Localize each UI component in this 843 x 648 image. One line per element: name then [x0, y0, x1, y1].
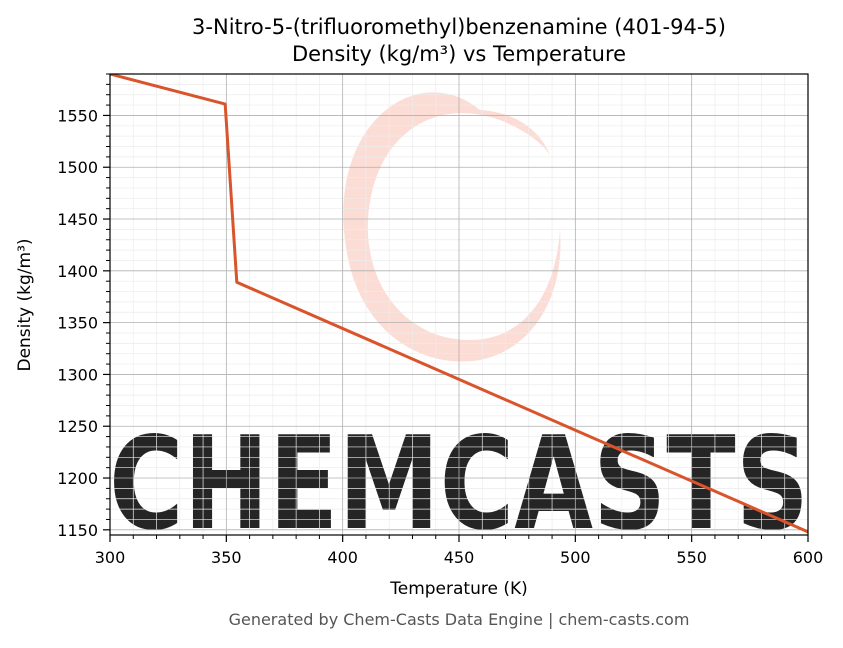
chart-title: 3-Nitro-5-(trifluoromethyl)benzenamine (… — [192, 15, 726, 39]
x-tick-label: 400 — [327, 548, 358, 567]
y-tick-label: 1150 — [57, 521, 98, 540]
y-tick-label: 1350 — [57, 314, 98, 333]
x-tick-label: 450 — [444, 548, 475, 567]
y-tick-label: 1300 — [57, 365, 98, 384]
x-tick-label: 600 — [793, 548, 824, 567]
y-tick-label: 1500 — [57, 158, 98, 177]
y-tick-label: 1550 — [57, 106, 98, 125]
chart-subtitle: Density (kg/m³) vs Temperature — [292, 42, 626, 66]
y-axis: 1150 1200 1250 1300 1350 1400 1450 1500 1550 — [57, 73, 110, 540]
x-axis-label: Temperature (K) — [389, 579, 528, 599]
x-tick-label: 550 — [676, 548, 707, 567]
y-tick-label: 1450 — [57, 210, 98, 229]
y-tick-label: 1200 — [57, 469, 98, 488]
x-tick-label: 300 — [95, 548, 126, 567]
y-axis-label: Density (kg/m³) — [15, 238, 35, 371]
footer-credit: Generated by Chem-Casts Data Engine | ch… — [229, 610, 690, 629]
series-line — [110, 74, 808, 534]
x-tick-label: 500 — [560, 548, 591, 567]
watermark-swirl — [343, 92, 561, 362]
x-axis: 300 350 400 450 500 550 600 — [95, 535, 824, 567]
y-tick-label: 1250 — [57, 417, 98, 436]
major-grid — [109, 74, 809, 535]
y-tick-label: 1400 — [57, 262, 98, 281]
x-tick-label: 350 — [211, 548, 242, 567]
